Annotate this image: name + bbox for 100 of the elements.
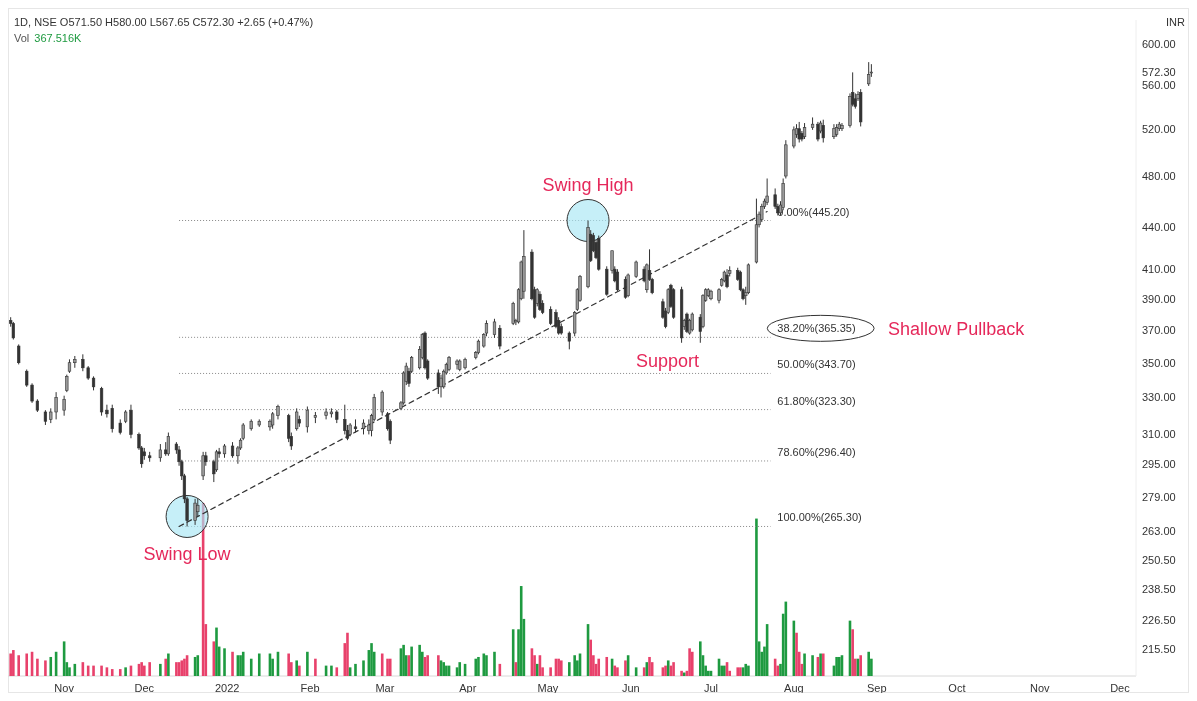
bar bbox=[164, 658, 168, 676]
bar bbox=[49, 656, 53, 676]
bar bbox=[474, 658, 478, 676]
bar bbox=[535, 663, 539, 676]
y-tick-label: 330.00 bbox=[1142, 391, 1176, 404]
bar bbox=[744, 663, 748, 676]
bar bbox=[330, 665, 333, 676]
bar bbox=[92, 665, 95, 676]
bar bbox=[271, 658, 274, 676]
annotation: Shallow Pullback bbox=[888, 319, 1026, 340]
bar bbox=[477, 656, 480, 676]
candlestick bbox=[305, 406, 309, 434]
ref-line-label: 50.00%(343.70) bbox=[777, 358, 856, 371]
bar bbox=[124, 667, 127, 676]
y-tick-label: 440.00 bbox=[1142, 221, 1176, 234]
bar bbox=[493, 651, 496, 676]
bar bbox=[231, 651, 234, 676]
bar bbox=[12, 650, 15, 676]
bar bbox=[485, 655, 488, 676]
y-tick-label: 295.00 bbox=[1142, 457, 1176, 470]
bar bbox=[560, 660, 563, 676]
bar bbox=[736, 667, 740, 676]
bar bbox=[298, 665, 301, 676]
bar bbox=[648, 656, 651, 676]
y-tick-label: 238.50 bbox=[1142, 583, 1176, 596]
bar bbox=[613, 665, 617, 676]
x-tick-label: Dec bbox=[134, 682, 155, 694]
x-tick-label: Feb bbox=[300, 682, 320, 694]
candlestick bbox=[760, 203, 764, 223]
x-tick-label: Nov bbox=[54, 682, 75, 694]
bar bbox=[624, 660, 627, 676]
y-tick-label: 310.00 bbox=[1142, 428, 1176, 441]
y-tick-label: 370.00 bbox=[1142, 323, 1176, 336]
bar bbox=[549, 667, 552, 676]
bar bbox=[36, 658, 39, 676]
y-tick-label: 572.30 bbox=[1142, 65, 1176, 78]
bar bbox=[380, 653, 384, 676]
x-tick-label: Jul bbox=[703, 682, 719, 694]
bar bbox=[795, 632, 798, 676]
bar bbox=[690, 651, 694, 676]
candlestick bbox=[498, 324, 502, 350]
y-tick-label: 263.00 bbox=[1142, 525, 1176, 538]
bar bbox=[118, 669, 122, 676]
bar bbox=[803, 653, 806, 676]
chart-title: 1D, NSE O571.50 H580.00 L567.65 C572.30 +2.65 (+0.47%) bbox=[14, 16, 314, 28]
bar bbox=[215, 627, 218, 676]
candlestick bbox=[62, 395, 66, 417]
y-tick-label: 410.00 bbox=[1142, 263, 1176, 276]
bar bbox=[755, 518, 758, 676]
bar bbox=[223, 648, 226, 676]
bar bbox=[605, 656, 609, 676]
ref-line-label: 78.60%(296.40) bbox=[777, 445, 856, 458]
annotation: Swing High bbox=[542, 174, 634, 195]
y-tick-label: 480.00 bbox=[1142, 169, 1176, 182]
candlestick bbox=[367, 418, 371, 435]
bar bbox=[167, 653, 170, 676]
x-tick-label: 2022 bbox=[214, 682, 240, 694]
bar bbox=[148, 662, 151, 676]
bar bbox=[9, 653, 12, 676]
y-tick-label: 520.00 bbox=[1142, 122, 1176, 135]
bar bbox=[688, 648, 691, 676]
bar bbox=[616, 667, 619, 676]
x-tick-label: Oct bbox=[948, 682, 966, 694]
y-tick-label: 250.50 bbox=[1142, 554, 1176, 567]
bar bbox=[249, 658, 253, 676]
bar bbox=[257, 653, 261, 676]
bar bbox=[482, 653, 486, 676]
x-tick-label: Jun bbox=[621, 682, 640, 694]
bar bbox=[143, 665, 146, 676]
bar bbox=[699, 641, 702, 676]
bar bbox=[17, 655, 20, 676]
y-tick-label: 600.00 bbox=[1142, 37, 1176, 50]
bar bbox=[458, 662, 462, 676]
bar bbox=[402, 644, 405, 676]
y-tick-label: 350.00 bbox=[1142, 356, 1176, 369]
bar bbox=[335, 667, 339, 676]
bar bbox=[867, 651, 870, 676]
ref-line-label: 61.80%(323.30) bbox=[777, 394, 856, 407]
x-tick-label: Dec bbox=[1110, 682, 1131, 694]
bar bbox=[835, 656, 838, 676]
x-tick-label: Mar bbox=[375, 682, 395, 694]
bar bbox=[851, 629, 854, 676]
bar bbox=[100, 665, 103, 676]
bar bbox=[295, 660, 298, 676]
bar bbox=[306, 651, 309, 676]
y-tick-label: 560.00 bbox=[1142, 78, 1176, 91]
ref-line-label: 38.20%(365.35) bbox=[777, 322, 856, 335]
bar bbox=[388, 658, 392, 676]
ref-line-label: 100.00%(265.30) bbox=[777, 511, 862, 524]
y-tick-label: 390.00 bbox=[1142, 292, 1176, 305]
candlestick bbox=[573, 310, 577, 337]
bar bbox=[519, 586, 523, 676]
candlestick bbox=[765, 177, 769, 206]
bar bbox=[568, 662, 571, 676]
bar bbox=[314, 658, 317, 676]
annotation: Support bbox=[636, 350, 700, 371]
bar bbox=[597, 658, 601, 676]
bar bbox=[418, 644, 421, 676]
text: Vol 367.516K bbox=[14, 32, 83, 44]
bar bbox=[811, 655, 814, 676]
